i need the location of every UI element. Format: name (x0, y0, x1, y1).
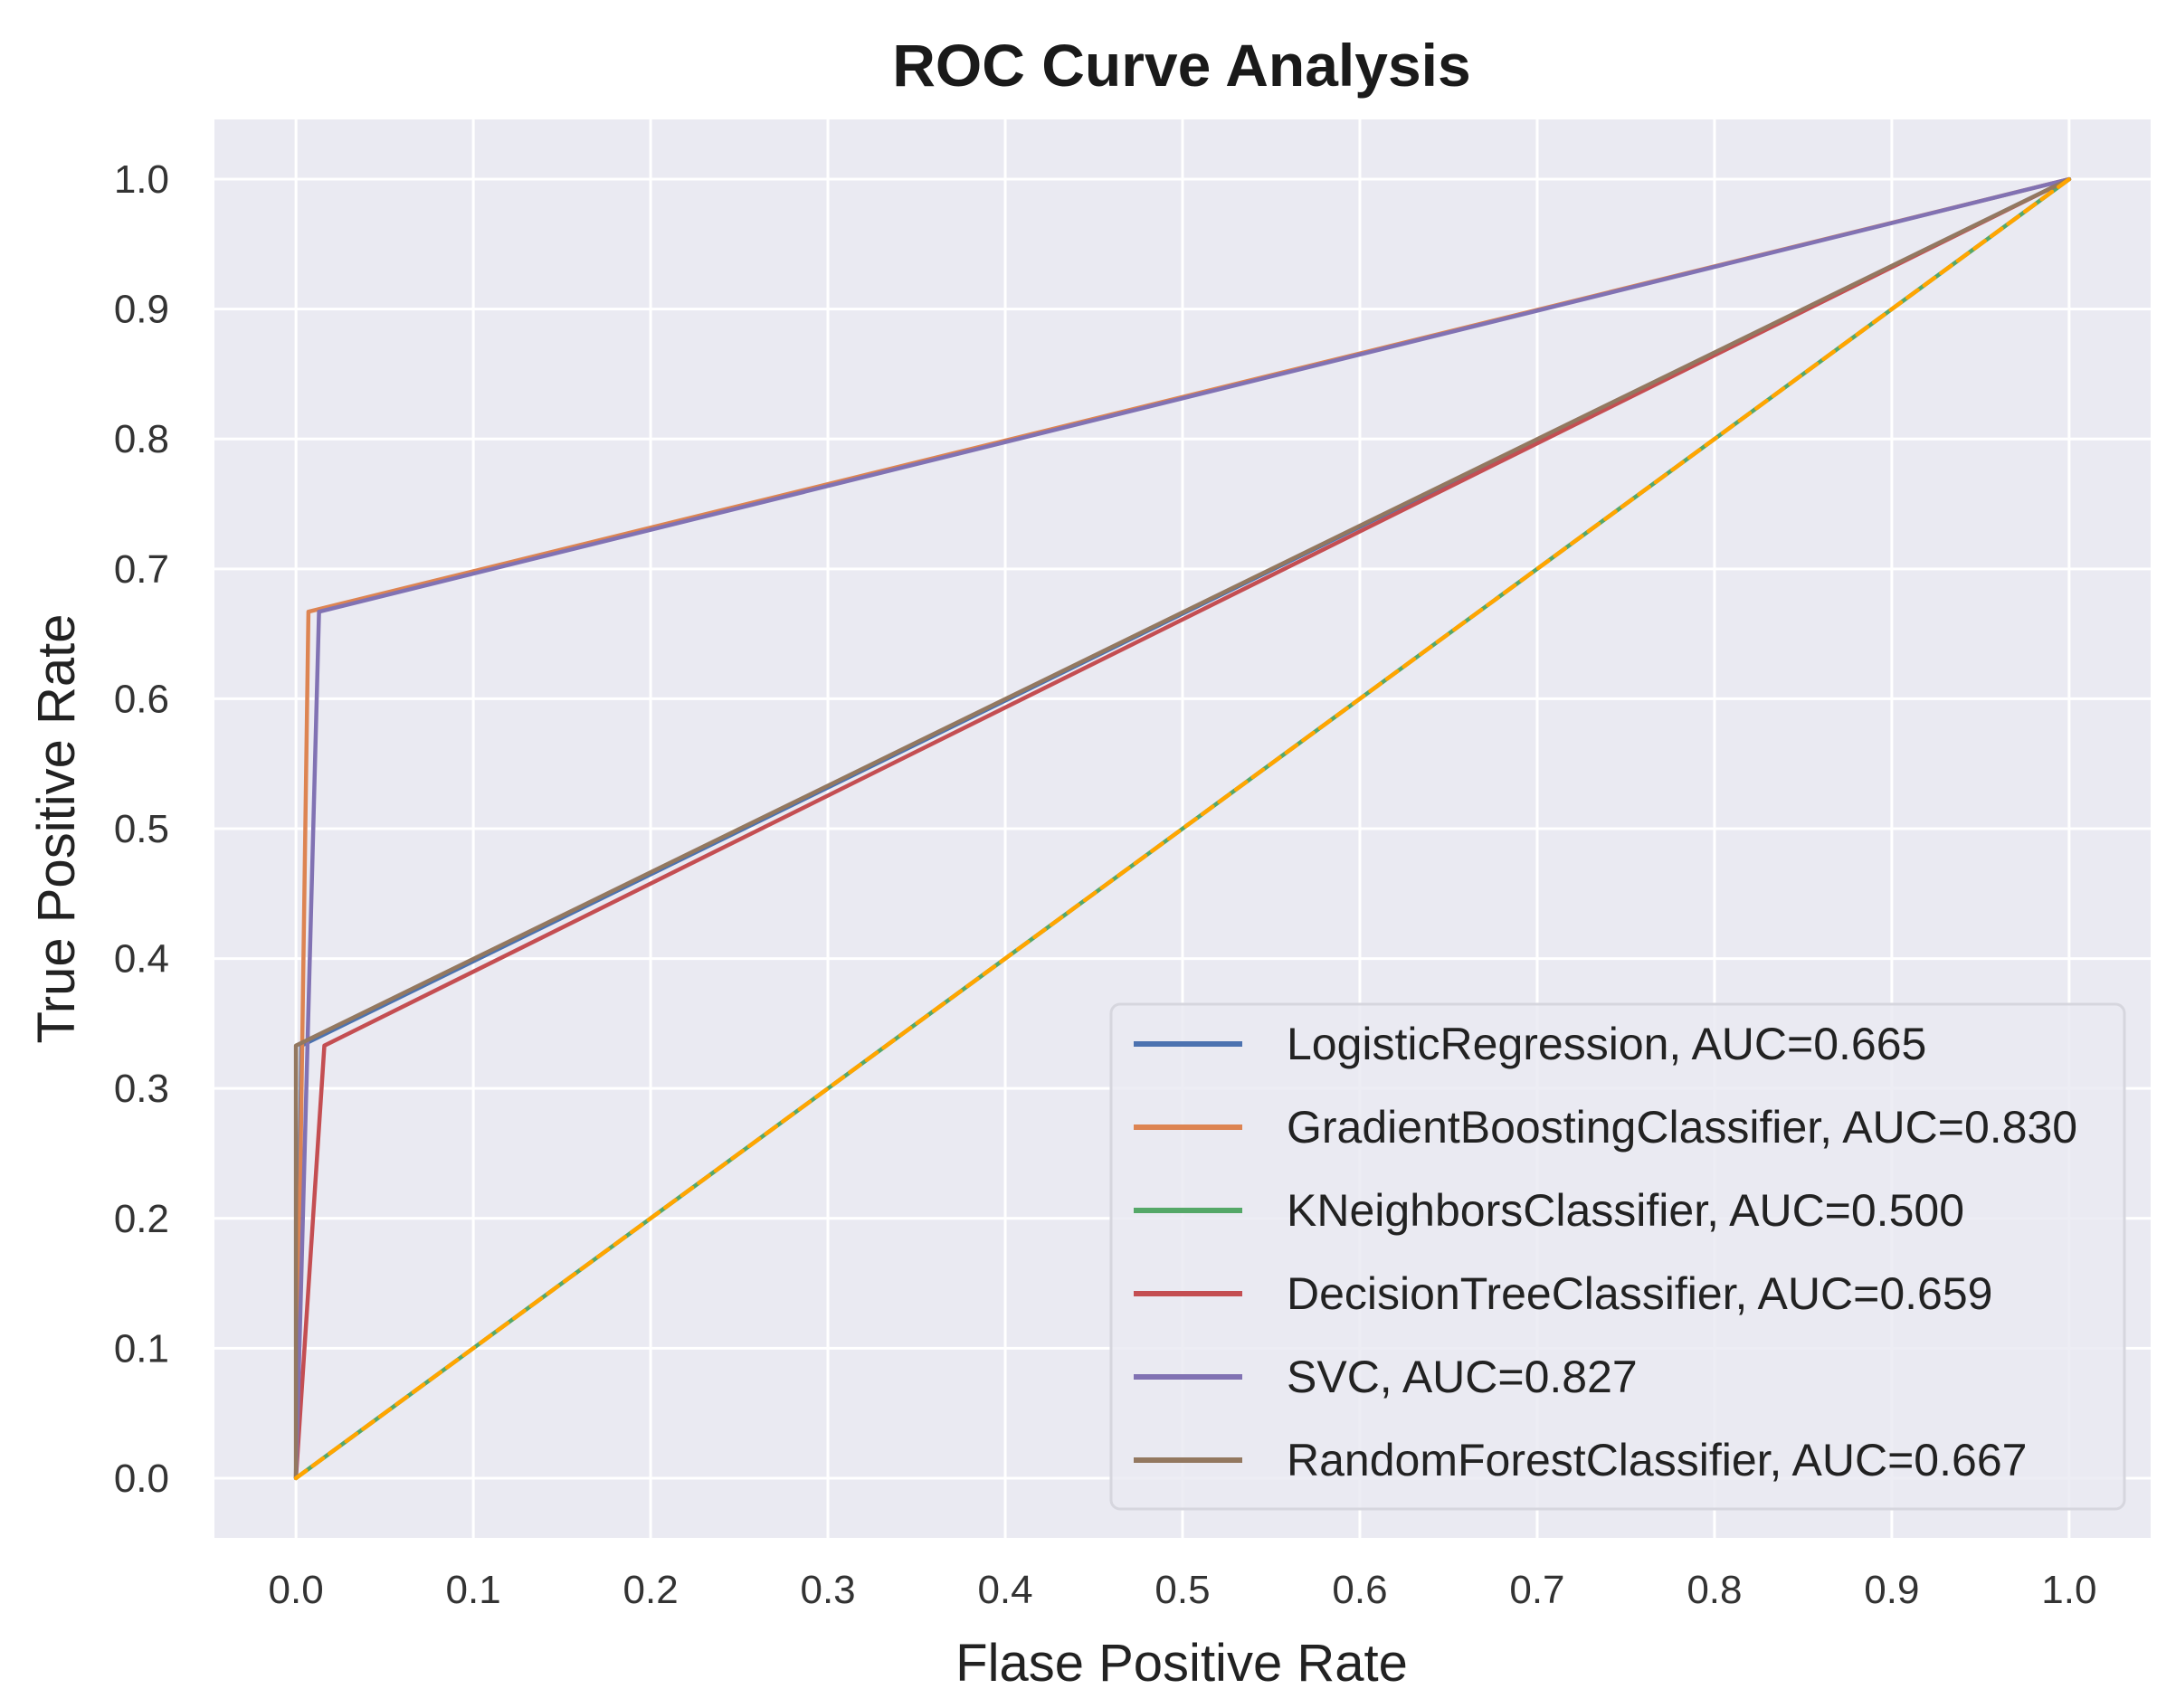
legend-label: LogisticRegression, AUC=0.665 (1287, 1019, 1926, 1069)
y-tick-label: 0.7 (114, 547, 169, 592)
roc-curve-decision-tree-classifier (293, 176, 2072, 1481)
roc-curve-random-forest-classifier (293, 176, 2072, 1481)
y-tick-label: 0.2 (114, 1197, 169, 1241)
y-tick-label: 0.3 (114, 1067, 169, 1111)
x-ticks: 0.0 0.1 0.2 0.3 0.4 0.5 0.6 0.7 0.8 0.9 1.0 (269, 1568, 2097, 1612)
legend-box (1109, 1002, 2126, 1511)
legend-label: SVC, AUC=0.827 (1287, 1352, 1638, 1402)
x-axis-label: Flase Positive Rate (955, 1634, 1408, 1693)
y-tick-label: 0.1 (114, 1326, 169, 1371)
legend-label: KNeighborsClassifier, AUC=0.500 (1287, 1185, 1964, 1236)
x-tick-label: 0.7 (1509, 1568, 1564, 1612)
x-tick-label: 0.2 (623, 1568, 679, 1612)
legend-label: DecisionTreeClassifier, AUC=0.659 (1287, 1268, 1992, 1319)
x-tick-label: 0.6 (1332, 1568, 1387, 1612)
roc-curves (293, 176, 2072, 1481)
x-tick-label: 1.0 (2041, 1568, 2096, 1612)
y-tick-label: 0.0 (114, 1457, 169, 1501)
y-axis-label: True Positive Rate (27, 614, 86, 1044)
y-tick-label: 0.9 (114, 288, 169, 332)
y-ticks: 0.0 0.1 0.2 0.3 0.4 0.5 0.6 0.7 0.8 0.9 1.0 (114, 157, 169, 1501)
y-tick-label: 1.0 (114, 157, 169, 202)
x-tick-label: 0.5 (1155, 1568, 1210, 1612)
y-tick-label: 0.8 (114, 417, 169, 461)
chance-diagonal-line (293, 176, 2072, 1481)
x-tick-label: 0.3 (800, 1568, 855, 1612)
x-tick-label: 0.1 (446, 1568, 501, 1612)
x-tick-label: 0.0 (269, 1568, 324, 1612)
x-tick-label: 0.4 (977, 1568, 1032, 1612)
x-tick-label: 0.8 (1687, 1568, 1742, 1612)
legend: LogisticRegression, AUC=0.665 GradientBoo… (1109, 1002, 2126, 1511)
y-tick-label: 0.6 (114, 677, 169, 721)
legend-label: GradientBoostingClassifier, AUC=0.830 (1287, 1102, 2077, 1153)
roc-curve-svc (293, 176, 2072, 1481)
y-tick-label: 0.4 (114, 937, 169, 982)
y-tick-label: 0.5 (114, 807, 169, 851)
legend-label: RandomForestClassifier, AUC=0.667 (1287, 1435, 2027, 1485)
chart-title: ROC Curve Analysis (892, 32, 1470, 99)
x-tick-label: 0.9 (1864, 1568, 1919, 1612)
